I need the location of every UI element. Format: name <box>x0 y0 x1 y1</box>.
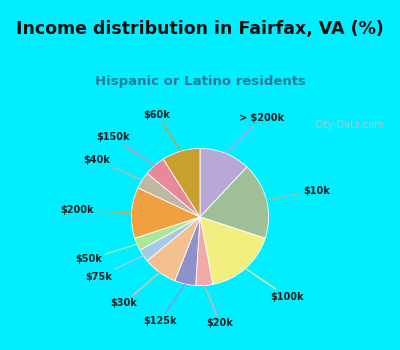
Text: $40k: $40k <box>83 155 142 180</box>
Wedge shape <box>132 188 200 238</box>
Wedge shape <box>200 217 265 285</box>
Text: $75k: $75k <box>85 256 143 282</box>
Wedge shape <box>175 217 200 286</box>
Text: $200k: $200k <box>60 205 132 215</box>
Wedge shape <box>200 148 247 217</box>
Wedge shape <box>200 167 268 238</box>
Text: $100k: $100k <box>245 268 304 302</box>
Wedge shape <box>196 217 213 286</box>
Text: > $200k: > $200k <box>225 113 284 153</box>
Text: $50k: $50k <box>76 244 137 264</box>
Text: $20k: $20k <box>204 286 234 328</box>
Wedge shape <box>163 148 200 217</box>
Wedge shape <box>135 217 200 250</box>
Text: Income distribution in Fairfax, VA (%): Income distribution in Fairfax, VA (%) <box>16 20 384 38</box>
Text: $125k: $125k <box>143 284 185 326</box>
Text: $30k: $30k <box>110 273 160 308</box>
Wedge shape <box>140 217 200 261</box>
Wedge shape <box>138 173 200 217</box>
Text: Hispanic or Latino residents: Hispanic or Latino residents <box>94 75 306 89</box>
Text: City-Data.com: City-Data.com <box>314 120 384 130</box>
Text: $60k: $60k <box>144 110 181 151</box>
Text: $10k: $10k <box>266 186 330 200</box>
Wedge shape <box>147 217 200 281</box>
Text: $150k: $150k <box>96 132 155 166</box>
Wedge shape <box>147 159 200 217</box>
